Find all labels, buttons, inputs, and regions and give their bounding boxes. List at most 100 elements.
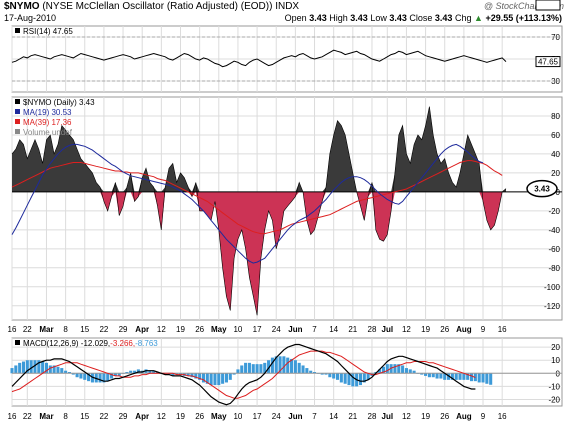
open-label: Open — [284, 13, 307, 23]
nymo-negative-area — [12, 191, 506, 316]
histogram-bar — [240, 365, 244, 374]
histogram-bar — [213, 373, 217, 386]
close-label: Close — [409, 13, 433, 23]
histogram-bar — [335, 373, 340, 380]
histogram-bar — [404, 368, 408, 374]
histogram-bar — [209, 373, 213, 386]
histogram-bar — [347, 373, 351, 386]
rsi-ytick-label: 70 — [551, 33, 560, 42]
volume-legend-text: Volume undef — [23, 128, 73, 137]
x-tick-label: 16 — [498, 325, 507, 334]
open-value: 3.43 — [309, 13, 327, 23]
histogram-bar — [221, 373, 225, 384]
histogram-bar — [389, 364, 393, 374]
histogram-bar — [328, 373, 332, 378]
histogram-bar — [401, 365, 405, 374]
histogram-bar — [339, 373, 343, 383]
histogram-bar — [44, 362, 48, 374]
ma39-line — [11, 160, 503, 235]
histogram-bar — [194, 373, 198, 379]
histogram-bar — [224, 373, 228, 383]
histogram-bar — [129, 370, 133, 374]
histogram-bar — [301, 365, 305, 374]
exchange: INDX — [275, 1, 300, 12]
macd-ytick-label: -20 — [548, 395, 560, 404]
x-tick-label-bottom: 17 — [253, 412, 262, 421]
histogram-bar — [232, 373, 236, 375]
x-tick-label: 12 — [157, 325, 166, 334]
histogram-bar — [412, 370, 416, 374]
histogram-bar — [408, 369, 412, 374]
x-tick-label-bottom: May — [211, 412, 227, 421]
histogram-bar — [144, 369, 148, 374]
histogram-bar — [201, 373, 206, 383]
histogram-bar — [106, 373, 110, 382]
histogram-bar — [351, 373, 355, 387]
main-ytick-label: -100 — [544, 283, 561, 292]
histogram-bar — [175, 373, 179, 375]
histogram-bar — [470, 373, 474, 382]
histogram-bar — [244, 362, 248, 374]
histogram-bar — [481, 373, 485, 383]
main-ytick-label: -80 — [548, 264, 560, 273]
histogram-bar — [83, 373, 87, 380]
histogram-bar — [52, 365, 56, 374]
histogram-bar — [113, 373, 117, 376]
symbol: $NYMO — [4, 1, 40, 12]
histogram-bar — [18, 362, 22, 374]
high-label: High — [329, 13, 348, 23]
x-tick-label-bottom: 22 — [99, 412, 108, 421]
histogram-bar — [87, 373, 91, 382]
histogram-bar — [247, 362, 251, 374]
histogram-bar — [25, 360, 29, 374]
ma39-legend-text: MA(39) 17.36 — [23, 118, 72, 127]
x-tick-label: 15 — [80, 325, 89, 334]
x-tick-label: 9 — [481, 325, 486, 334]
histogram-bar — [186, 373, 190, 376]
histogram-bar — [293, 360, 297, 374]
x-tick-label-bottom: 21 — [348, 412, 357, 421]
histogram-bar — [263, 362, 267, 374]
x-tick-label: 10 — [233, 325, 242, 334]
x-tick-label-bottom: 7 — [312, 412, 317, 421]
ma19-legend-text-swatch — [15, 109, 20, 114]
histogram-bar — [148, 370, 152, 374]
histogram-bar — [274, 356, 278, 374]
histogram-bar — [255, 364, 259, 374]
macd-legend-text: MACD(12,26,9) -12.029, — [23, 339, 110, 348]
histogram-bar — [178, 373, 183, 375]
histogram-bar — [60, 368, 64, 374]
macd-ytick-label: 10 — [551, 356, 560, 365]
histogram-bar — [290, 358, 294, 374]
histogram-bar — [385, 364, 389, 374]
high-value: 3.43 — [350, 13, 368, 23]
histogram-bar — [282, 356, 286, 374]
histogram-bar — [205, 373, 209, 384]
histogram-bar — [33, 360, 37, 374]
rsi-legend-swatch — [15, 28, 20, 33]
chart-title: $NYMO (NYSE McClellan Oscillator (Ratio … — [4, 1, 299, 12]
histogram-bar — [41, 361, 45, 374]
nymo-positive-area — [12, 106, 506, 192]
x-tick-label: Aug — [456, 325, 472, 334]
main-ytick-label: 40 — [551, 150, 560, 159]
histogram-bar — [324, 373, 328, 375]
x-tick-label: 29 — [119, 325, 128, 334]
histogram-bar — [477, 373, 481, 383]
x-tick-label: 24 — [272, 325, 281, 334]
x-tick-label: 16 — [8, 325, 17, 334]
histogram-bar — [133, 370, 137, 374]
x-tick-label-bottom: 28 — [368, 412, 377, 421]
low-label: Low — [370, 13, 387, 23]
low-value: 3.43 — [389, 13, 407, 23]
x-tick-label: Mar — [39, 325, 53, 334]
histogram-bar — [98, 373, 102, 383]
histogram-bar — [435, 373, 439, 379]
histogram-bar — [424, 373, 428, 376]
ma19-line — [11, 143, 484, 264]
histogram-bar — [458, 373, 462, 380]
histogram-bar — [362, 373, 366, 383]
histogram-bar — [236, 369, 240, 374]
close-value: 3.43 — [434, 13, 453, 23]
histogram-bar — [48, 365, 52, 374]
